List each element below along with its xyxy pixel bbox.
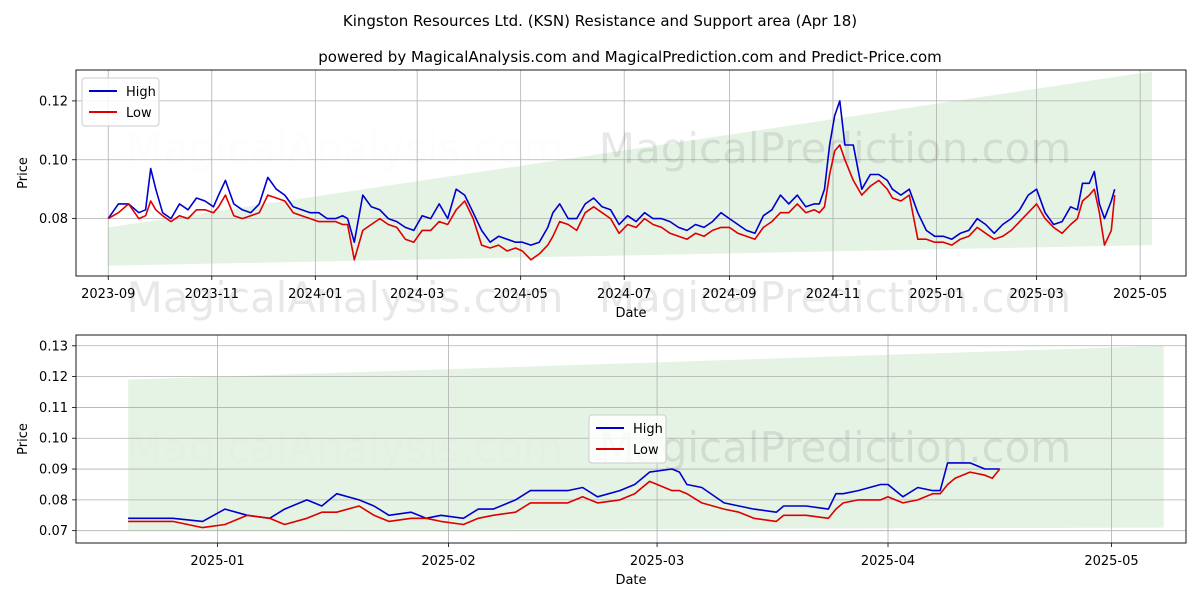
bottom-panel: 2025-01 2025-02 2025-03 2025-04 2025-05 0.07 0… bbox=[16, 334, 1187, 588]
chart-title: Kingston Resources Ltd. (KSN) Resistance… bbox=[343, 12, 857, 30]
watermark-text: MagicalAnalysis.com bbox=[127, 273, 564, 322]
y-tick-label: 0.13 bbox=[39, 339, 68, 354]
legend-label-high: High bbox=[633, 422, 663, 437]
y-tick-label: 0.10 bbox=[39, 432, 68, 447]
watermark-text: MagicalAnalysis.com bbox=[127, 124, 564, 173]
watermark-text: MagicalPrediction.com bbox=[599, 273, 1072, 322]
y-tick-label: 0.07 bbox=[39, 524, 68, 539]
watermark-text: MagicalPrediction.com bbox=[599, 423, 1072, 472]
x-tick-label: 2024-07 bbox=[597, 287, 651, 302]
chart-subtitle: powered by MagicalAnalysis.com and Magic… bbox=[318, 48, 942, 66]
legend: High Low bbox=[588, 414, 667, 464]
x-tick-label: 2024-03 bbox=[390, 287, 444, 302]
y-tick-label: 0.08 bbox=[39, 493, 68, 508]
x-axis-label: Date bbox=[615, 573, 646, 588]
series-line-high bbox=[107, 100, 1116, 246]
x-tick-label: 2025-02 bbox=[421, 554, 475, 569]
legend-label-low: Low bbox=[633, 443, 659, 458]
y-tick-label: 0.10 bbox=[39, 153, 68, 168]
y-tick-label: 0.08 bbox=[39, 212, 68, 227]
plot-frame bbox=[75, 69, 1187, 277]
y-axis-label: Price bbox=[16, 423, 31, 455]
x-tick-label: 2025-01 bbox=[909, 287, 963, 302]
y-axis-label: Price bbox=[16, 157, 31, 189]
x-tick-label: 2024-11 bbox=[806, 287, 860, 302]
legend-label-low: Low bbox=[126, 106, 152, 121]
x-tick-label: 2025-05 bbox=[1113, 287, 1167, 302]
plot-frame bbox=[75, 334, 1187, 544]
series-line-high bbox=[128, 462, 1000, 523]
support-resistance-band bbox=[108, 71, 1153, 266]
x-tick-label: 2024-05 bbox=[494, 287, 548, 302]
x-tick-label: 2025-01 bbox=[190, 554, 244, 569]
x-tick-label: 2023-09 bbox=[81, 287, 135, 302]
x-tick-label: 2025-04 bbox=[861, 554, 915, 569]
y-tick-label: 0.11 bbox=[39, 401, 68, 416]
x-tick-label: 2024-01 bbox=[288, 287, 342, 302]
watermark-text: MagicalAnalysis.com bbox=[127, 423, 564, 472]
series-line-low bbox=[107, 144, 1116, 261]
x-tick-label: 2025-05 bbox=[1084, 554, 1138, 569]
y-tick-label: 0.09 bbox=[39, 463, 68, 478]
y-tick-label: 0.12 bbox=[39, 94, 68, 109]
watermark-text: MagicalPrediction.com bbox=[599, 124, 1072, 173]
x-tick-label: 2025-03 bbox=[1009, 287, 1063, 302]
x-tick-label: 2023-11 bbox=[185, 287, 239, 302]
y-tick-label: 0.12 bbox=[39, 370, 68, 385]
legend: High Low bbox=[81, 77, 160, 127]
x-tick-label: 2024-09 bbox=[702, 287, 756, 302]
x-tick-label: 2025-03 bbox=[630, 554, 684, 569]
series-line-low bbox=[128, 468, 1001, 529]
x-axis-label: Date bbox=[615, 306, 646, 321]
legend-label-high: High bbox=[126, 85, 156, 100]
top-panel: 2023-09 2023-11 2024-01 2024-03 2024-05 2024-… bbox=[16, 69, 1187, 322]
